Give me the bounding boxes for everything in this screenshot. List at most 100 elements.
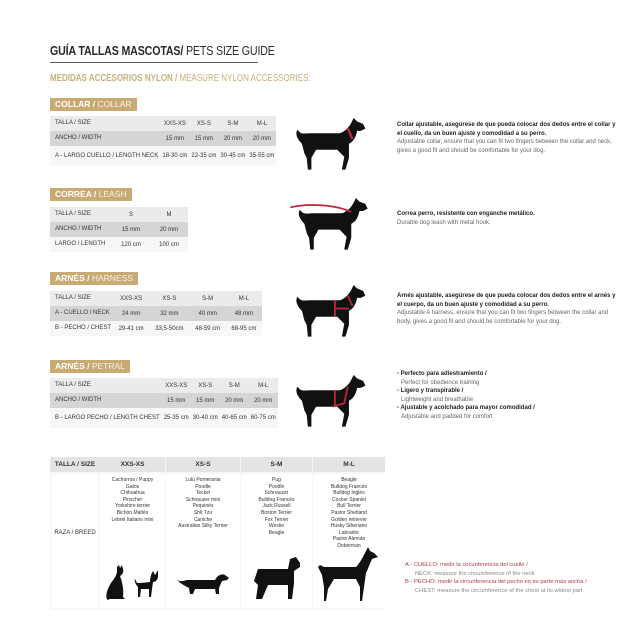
breed-row-label: RAZA / BREED (52, 474, 98, 608)
leash-description: Correa perro, resistente con enganche me… (397, 211, 535, 226)
table-cell: 18-30 cm (160, 146, 190, 166)
harness-table: TALLA / SIZE XXS-XS XS-S S-M M-L A - CUELLO … (50, 291, 262, 336)
breed-name: Bull Terrier (337, 503, 361, 510)
breed-name: Beagle (341, 477, 357, 483)
table-cell: ANCHO / WIDTH (50, 131, 161, 146)
breed-name: Bulldog Inglés (333, 490, 365, 497)
table-cell: M-L (225, 291, 262, 306)
table-cell: LARGO / LENGTH (50, 237, 112, 252)
breed-name: Pastor Shetland (331, 509, 367, 516)
breed-name: Lulú Pomerania (185, 477, 221, 483)
breed-name: Australian Silky Terrier (178, 523, 228, 530)
table-cell: 68-95 cm (225, 321, 262, 336)
breed-table: TALLA / SIZE XXS-XS XS-S S-M M-L RAZA / … (50, 457, 385, 610)
table-cell: 15 mm (189, 131, 219, 146)
subtitle: MEDIDAS ACCESORIOS NYLON / MEASURE NYLON… (50, 73, 311, 84)
table-cell: 32 mm (149, 306, 190, 321)
breed-name: Chihuahua (120, 490, 145, 497)
table-cell: A - CUELLO / NECK (50, 306, 114, 321)
cat-silhouette-icon (106, 565, 125, 600)
table-cell: 20 mm (247, 131, 277, 146)
dog-leash-illustration (290, 198, 368, 250)
breed-name: Pug (272, 477, 281, 483)
table-cell: B - PECHO / CHEST (50, 321, 114, 336)
breed-name: Cocker Spaniel (332, 496, 366, 503)
leash-table: TALLA / SIZE S M ANCHO / WIDTH 15 mm 20 mm L… (50, 207, 188, 252)
table-cell: M (150, 207, 188, 222)
chihuahua-silhouette-icon (134, 570, 158, 597)
table-cell: S (112, 207, 150, 222)
breed-name: Boston Terrier (260, 509, 293, 516)
table-cell: S-M (219, 378, 249, 393)
table-cell: TALLA / SIZE (50, 207, 112, 222)
breed-name: Caniche (193, 516, 213, 523)
table-cell: S-M (218, 116, 248, 131)
title-underline (50, 62, 258, 63)
table-cell: ANCHO / WIDTH (50, 222, 112, 237)
table-cell: 33,5-50cm (149, 321, 190, 336)
page-title: GUÍA TALLAS MASCOTAS/ PETS SIZE GUIDE (50, 43, 275, 58)
breed-name: Beagle (268, 529, 285, 536)
table-cell: 22-35 cm (189, 146, 219, 166)
breed-name: Bulldog Francés (330, 483, 368, 490)
table-cell: 48-59 cm (189, 321, 226, 336)
breed-name: Jack Russell (262, 503, 291, 510)
table-cell: XS-S (190, 378, 220, 393)
dog-harness-illustration (296, 285, 366, 337)
breed-name: Cachorros / Puppy (111, 477, 154, 483)
section-label-collar: COLLAR / COLLAR (50, 98, 137, 111)
breed-header-size: TALLA / SIZE (50, 457, 100, 472)
measurement-legend: A - CUELLO: medir la circunferencia del … (405, 562, 587, 594)
breed-name: Pequinés (192, 503, 214, 510)
table-cell: 29-41 cm (113, 321, 150, 336)
breed-name: Labrador (338, 529, 359, 536)
table-cell: 15 mm (190, 393, 220, 408)
section-label-petral: ARNÉS / PETRAL (50, 360, 130, 373)
breed-header-s-m: S-M (241, 457, 312, 472)
table-cell: 120 cm (112, 237, 150, 252)
breed-name: Lebrel Italiano mini (111, 516, 154, 523)
collar-table: TALLA / SIZE XXS-XS XS-S S-M M-L ANCHO / WID… (50, 116, 277, 166)
breed-name: Schnauzer mini (185, 496, 221, 503)
table-cell: 40 mm (189, 306, 226, 321)
table-cell: XS-S (189, 116, 219, 131)
breed-name: Pinscher (122, 496, 143, 503)
table-cell: XS-S (149, 291, 190, 306)
table-cell: M-L (248, 378, 278, 393)
table-cell: 48 mm (225, 306, 262, 321)
breed-header-m-l: M-L (313, 457, 385, 472)
breed-name: Bulldog Francés (258, 496, 295, 503)
dog-collar-illustration (296, 118, 366, 170)
table-cell: 25-35 cm (161, 408, 191, 428)
breed-name: Golden retriever (331, 516, 367, 523)
table-cell: ANCHO / WIDTH (50, 393, 162, 408)
breed-name: Poodle (195, 483, 211, 490)
table-cell: 20 mm (218, 131, 248, 146)
table-cell: TALLA / SIZE (50, 291, 114, 306)
table-cell: TALLA / SIZE (50, 116, 161, 131)
section-label-leash: CORREA / LEASH (50, 188, 132, 201)
table-cell: 15 mm (161, 393, 191, 408)
breed-list-s-m: Pug Poodle Schnauzer Bulldog Francés Jack Ru… (241, 474, 312, 608)
breed-name: Husky Siberiano (330, 523, 368, 530)
table-cell: 35-55 cm (247, 146, 277, 166)
table-cell: XXS-XS (113, 291, 150, 306)
breed-name: Gatos (125, 483, 140, 490)
breed-name: Bichón Maltés (116, 509, 149, 516)
table-cell: A - LARGO CUELLO / LENGTH NECK (50, 146, 161, 166)
breed-name: Poodle (268, 483, 285, 490)
table-cell: 60-75 cm (248, 408, 278, 428)
table-cell: 24 mm (113, 306, 150, 321)
breed-name: Pastor Alemán (332, 536, 366, 543)
breed-name: Yorkshire terrier (114, 503, 151, 510)
dachshund-silhouette-icon (177, 574, 229, 594)
table-cell: M-L (247, 116, 277, 131)
petral-features: - Perfecto para adiestramiento / Perfect … (397, 371, 535, 420)
table-cell: 40-65 cm (219, 408, 249, 428)
table-cell: 30-40 cm (190, 408, 220, 428)
table-cell: 15 mm (160, 131, 190, 146)
table-cell: S-M (189, 291, 226, 306)
table-cell: XXS-XS (160, 116, 190, 131)
table-cell: 20 mm (219, 393, 249, 408)
table-cell: XXS-XS (161, 378, 191, 393)
